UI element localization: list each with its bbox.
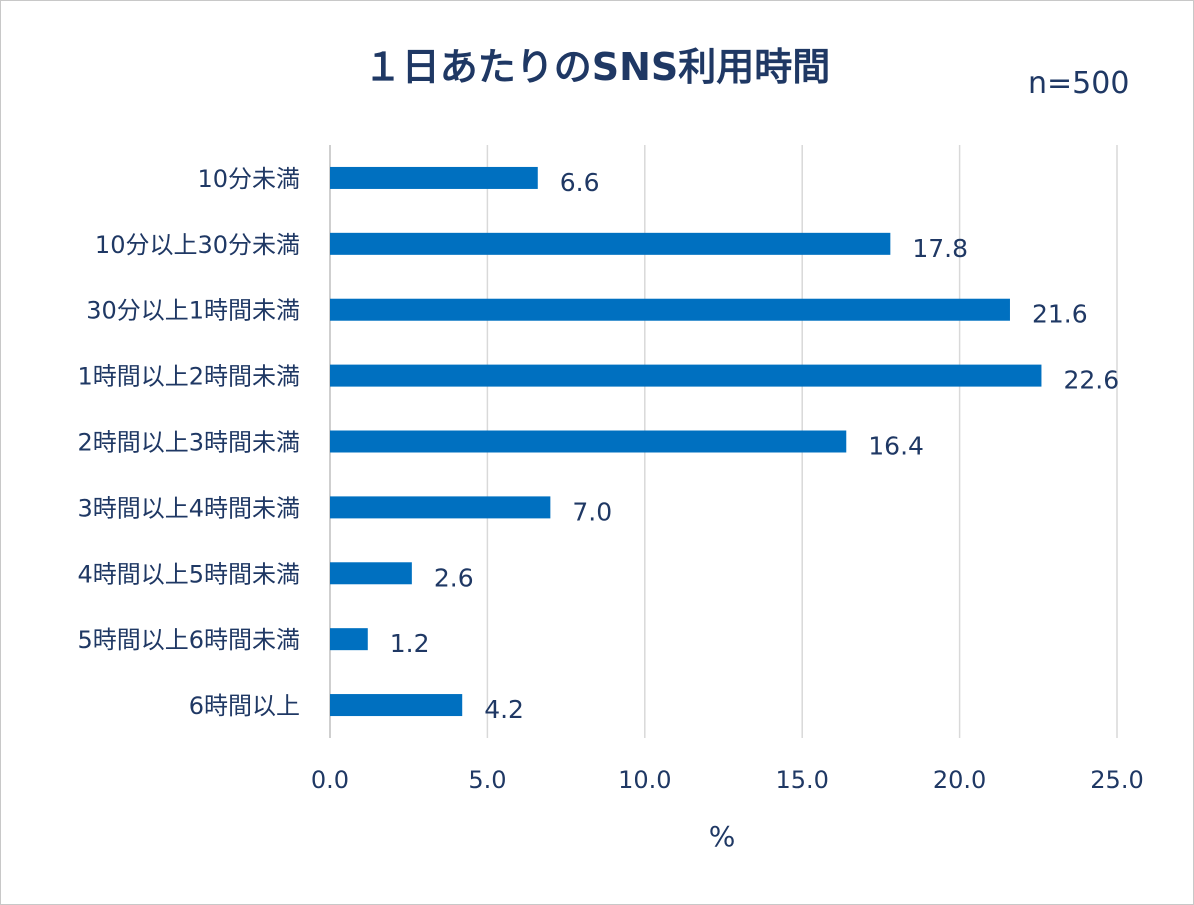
data-label: 17.8: [912, 234, 968, 263]
category-label: 5時間以上6時間未満: [77, 626, 300, 654]
data-label: 1.2: [390, 629, 430, 658]
data-label: 7.0: [572, 497, 612, 526]
category-label: 4時間以上5時間未満: [77, 560, 300, 588]
category-label: 6時間以上: [189, 692, 300, 720]
category-label: 10分以上30分未満: [95, 231, 300, 259]
x-tick-label: 15.0: [775, 766, 828, 794]
data-label: 4.2: [484, 695, 524, 724]
bar: [330, 694, 463, 717]
data-label: 16.4: [868, 432, 924, 461]
bar: [330, 496, 551, 519]
x-tick-label: 10.0: [618, 766, 671, 794]
category-label: 30分以上1時間未満: [86, 297, 300, 325]
bars: [330, 166, 1042, 717]
chart-title: １日あたりのSNS利用時間: [363, 45, 831, 89]
x-tick-label: 25.0: [1090, 766, 1143, 794]
data-label: 6.6: [560, 168, 600, 197]
category-label: 2時間以上3時間未満: [77, 429, 300, 457]
data-label: 21.6: [1032, 300, 1088, 329]
bar: [330, 298, 1010, 321]
x-tick-label: 5.0: [468, 766, 506, 794]
bar: [330, 232, 891, 255]
bar: [330, 628, 368, 651]
bar: [330, 430, 847, 453]
data-labels: 6.6 17.8 21.6 22.6 16.4 7.0 2.6 1.2 4.2: [390, 168, 1119, 724]
category-label: 1時間以上2時間未満: [77, 363, 300, 391]
category-labels: 10分未満 10分以上30分未満 30分以上1時間未満 1時間以上2時間未満 2時間以上…: [77, 165, 300, 720]
category-label: 3時間以上4時間未満: [77, 494, 300, 522]
x-tick-label: 20.0: [933, 766, 986, 794]
data-label: 22.6: [1063, 366, 1119, 395]
bar: [330, 562, 412, 585]
bar: [330, 166, 538, 189]
bar: [330, 364, 1042, 387]
x-tick-labels: 0.0 5.0 10.0 15.0 20.0 25.0: [311, 766, 1144, 794]
data-label: 2.6: [434, 563, 474, 592]
category-label: 10分未満: [197, 165, 300, 193]
sample-size-label: n=500: [1028, 66, 1130, 101]
x-axis-title: %: [709, 820, 736, 853]
x-tick-label: 0.0: [311, 766, 349, 794]
